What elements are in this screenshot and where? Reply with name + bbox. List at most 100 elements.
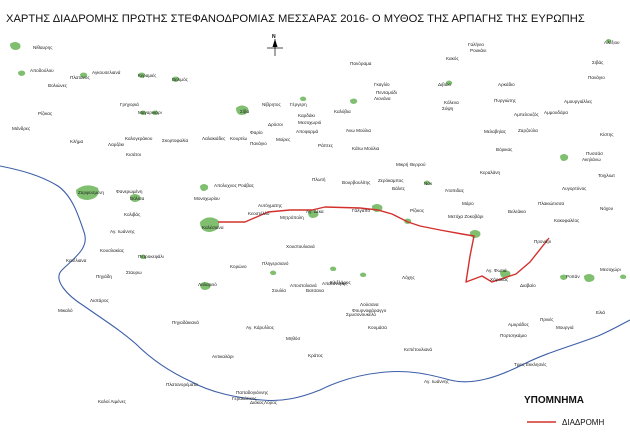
place-label: Βατσανα xyxy=(306,288,324,293)
settlement-marker xyxy=(560,274,568,280)
place-label: Μικαλό xyxy=(58,307,73,313)
place-label: Αγ. Δέκα xyxy=(306,208,324,214)
place-label: Λαλαρειό xyxy=(198,281,217,287)
place-label: Ρίζικος xyxy=(410,208,425,214)
place-label: Ροπάν xyxy=(566,273,580,279)
place-label: Μετόχα Ζοκοβάρι xyxy=(448,213,483,219)
place-label: Γκαγλίο xyxy=(374,82,390,87)
place-label: Κόλενα xyxy=(444,99,459,105)
place-label: Κεκέλιανα xyxy=(66,257,87,263)
place-label: Παπαδογιάννης xyxy=(236,389,269,395)
place-label: Μεσοχώρι xyxy=(600,266,621,272)
place-label: Τρεις Εκκλησιές xyxy=(514,361,547,367)
place-label: Κράτος xyxy=(308,352,324,358)
place-label: Πανόραμα xyxy=(350,60,372,66)
place-label: Σκορτοφαλία xyxy=(162,138,188,143)
place-label: Μουργιά xyxy=(556,324,574,330)
place-label: Πενταμόδι xyxy=(376,89,397,95)
place-label: Μικρή Θερρού xyxy=(396,161,426,167)
settlement-marker xyxy=(360,272,367,277)
place-label: Νίθαυρης xyxy=(33,45,53,50)
settlement-marker xyxy=(80,72,88,78)
place-label: Πηγαδάκιανά xyxy=(172,319,199,325)
place-label: Πρινές xyxy=(540,316,554,322)
place-label: Μελαβηίας xyxy=(484,129,507,134)
place-label: Ζερόκαμπος xyxy=(378,177,404,183)
place-label: Αποφορμά xyxy=(296,128,319,134)
place-label: Άνω Μούλια xyxy=(346,127,371,133)
settlement-marker xyxy=(350,98,358,104)
place-label: Κουσλακίας xyxy=(100,248,125,253)
place-label: Πληγερσιανό xyxy=(262,260,289,266)
place-label: Σμυσονουκέλο xyxy=(346,311,376,317)
place-label: Ράπτες xyxy=(318,142,334,148)
settlement-marker xyxy=(10,42,21,50)
place-label: Κουρτίω xyxy=(230,136,247,141)
place-label: Κουμάσα xyxy=(368,324,387,330)
place-label: Βόρικας xyxy=(496,146,513,152)
legend: ΥΠΟΜΝΗΜΑ ΔΙΑΔΡΟΜΗ xyxy=(524,395,604,427)
place-label: Ακηλάνω xyxy=(582,156,601,162)
place-label: Πλακιώτισσα xyxy=(538,200,565,206)
compass-label: N xyxy=(272,34,276,40)
place-label: Φαρίο xyxy=(250,130,263,135)
place-label: Νίβρητος xyxy=(262,102,281,107)
place-label: Διαβαίο xyxy=(520,283,536,288)
place-label: Ρίζικας xyxy=(38,111,53,117)
place-label: Αγ. Φωτιά xyxy=(486,267,507,273)
coastline xyxy=(0,165,630,402)
settlement-marker xyxy=(236,105,249,115)
place-label: Μαγαρικάρι xyxy=(138,109,162,115)
place-label: Μοίρες xyxy=(276,137,291,142)
settlement-marker xyxy=(200,184,209,191)
place-label: Ελιά xyxy=(596,309,605,315)
settlement-marker xyxy=(308,210,319,218)
place-labels: Νίθαυρης Αποδούλου Πλατανος Αγκουσελιανά… xyxy=(12,39,621,405)
place-label: Καλοί Λιμένες xyxy=(98,398,127,404)
place-label: Πλωτή xyxy=(312,176,326,182)
place-label: Βουρβουλίτης xyxy=(342,180,371,185)
place-label: Κεοστέλλο xyxy=(248,210,270,216)
place-label: Φουρνοφάραγγο xyxy=(352,307,387,313)
place-label: Πυργιώτης xyxy=(494,97,517,103)
place-label: Χουστουλιανά xyxy=(286,243,315,249)
place-label: Διβάκι xyxy=(438,81,451,87)
place-label: Αμμουδάρα xyxy=(544,109,568,115)
place-label: Προνάρι xyxy=(534,238,551,244)
north-arrow-icon: N xyxy=(267,34,283,56)
map-title: ΧΑΡΤΗΣ ΔΙΑΔΡΟΜΗΣ ΠΡΩΤΗΣ ΣΤΕΦΑΝΟΔΡΟΜΙΑΣ Μ… xyxy=(6,13,585,25)
place-label: Αρκάδιο xyxy=(498,81,515,87)
place-label: Βόλισα xyxy=(130,195,145,201)
place-label: Πετροκεφάλι xyxy=(138,253,164,259)
place-label: Καλέσιανα xyxy=(202,224,224,230)
place-label: Λαλακιάδες xyxy=(202,135,226,141)
place-label: Νόχου xyxy=(600,205,614,211)
place-label: Κισάτοι xyxy=(126,151,141,157)
place-label: Λούσανα xyxy=(360,301,379,307)
place-label: Σίβα xyxy=(240,109,250,114)
place-label: Φανερωμένη xyxy=(116,188,143,194)
settlement-marker xyxy=(152,110,159,115)
settlement-marker xyxy=(200,217,219,232)
place-label: Απολυχνος Ροάβας xyxy=(214,182,255,188)
settlement-marker xyxy=(446,80,453,85)
place-label: Χάρακας xyxy=(490,276,509,282)
settlement-marker xyxy=(172,76,180,82)
place-label: Πορτσηκάμιο xyxy=(500,332,527,338)
place-label: Κεραλάνη xyxy=(480,169,501,175)
place-label: Ζαρφοσμένη xyxy=(78,189,104,195)
place-label: Γρηγοριά xyxy=(120,101,139,107)
settlement-marker xyxy=(130,194,141,202)
place-label: Σύψη xyxy=(442,105,454,111)
place-label: Σταυρω xyxy=(126,270,142,275)
place-label: Κίστης xyxy=(600,132,614,137)
route-line xyxy=(218,206,550,283)
place-label: Αντικαλάρι xyxy=(212,353,234,359)
settlement-marker xyxy=(470,230,481,238)
place-label: Βάλιτς xyxy=(392,185,406,191)
place-label: Κολιβάς xyxy=(124,211,141,217)
place-label: Πλατανος xyxy=(70,75,90,80)
place-label: Μητρόπολη xyxy=(280,214,304,220)
place-label: Τοιχλιωτ xyxy=(598,173,615,178)
